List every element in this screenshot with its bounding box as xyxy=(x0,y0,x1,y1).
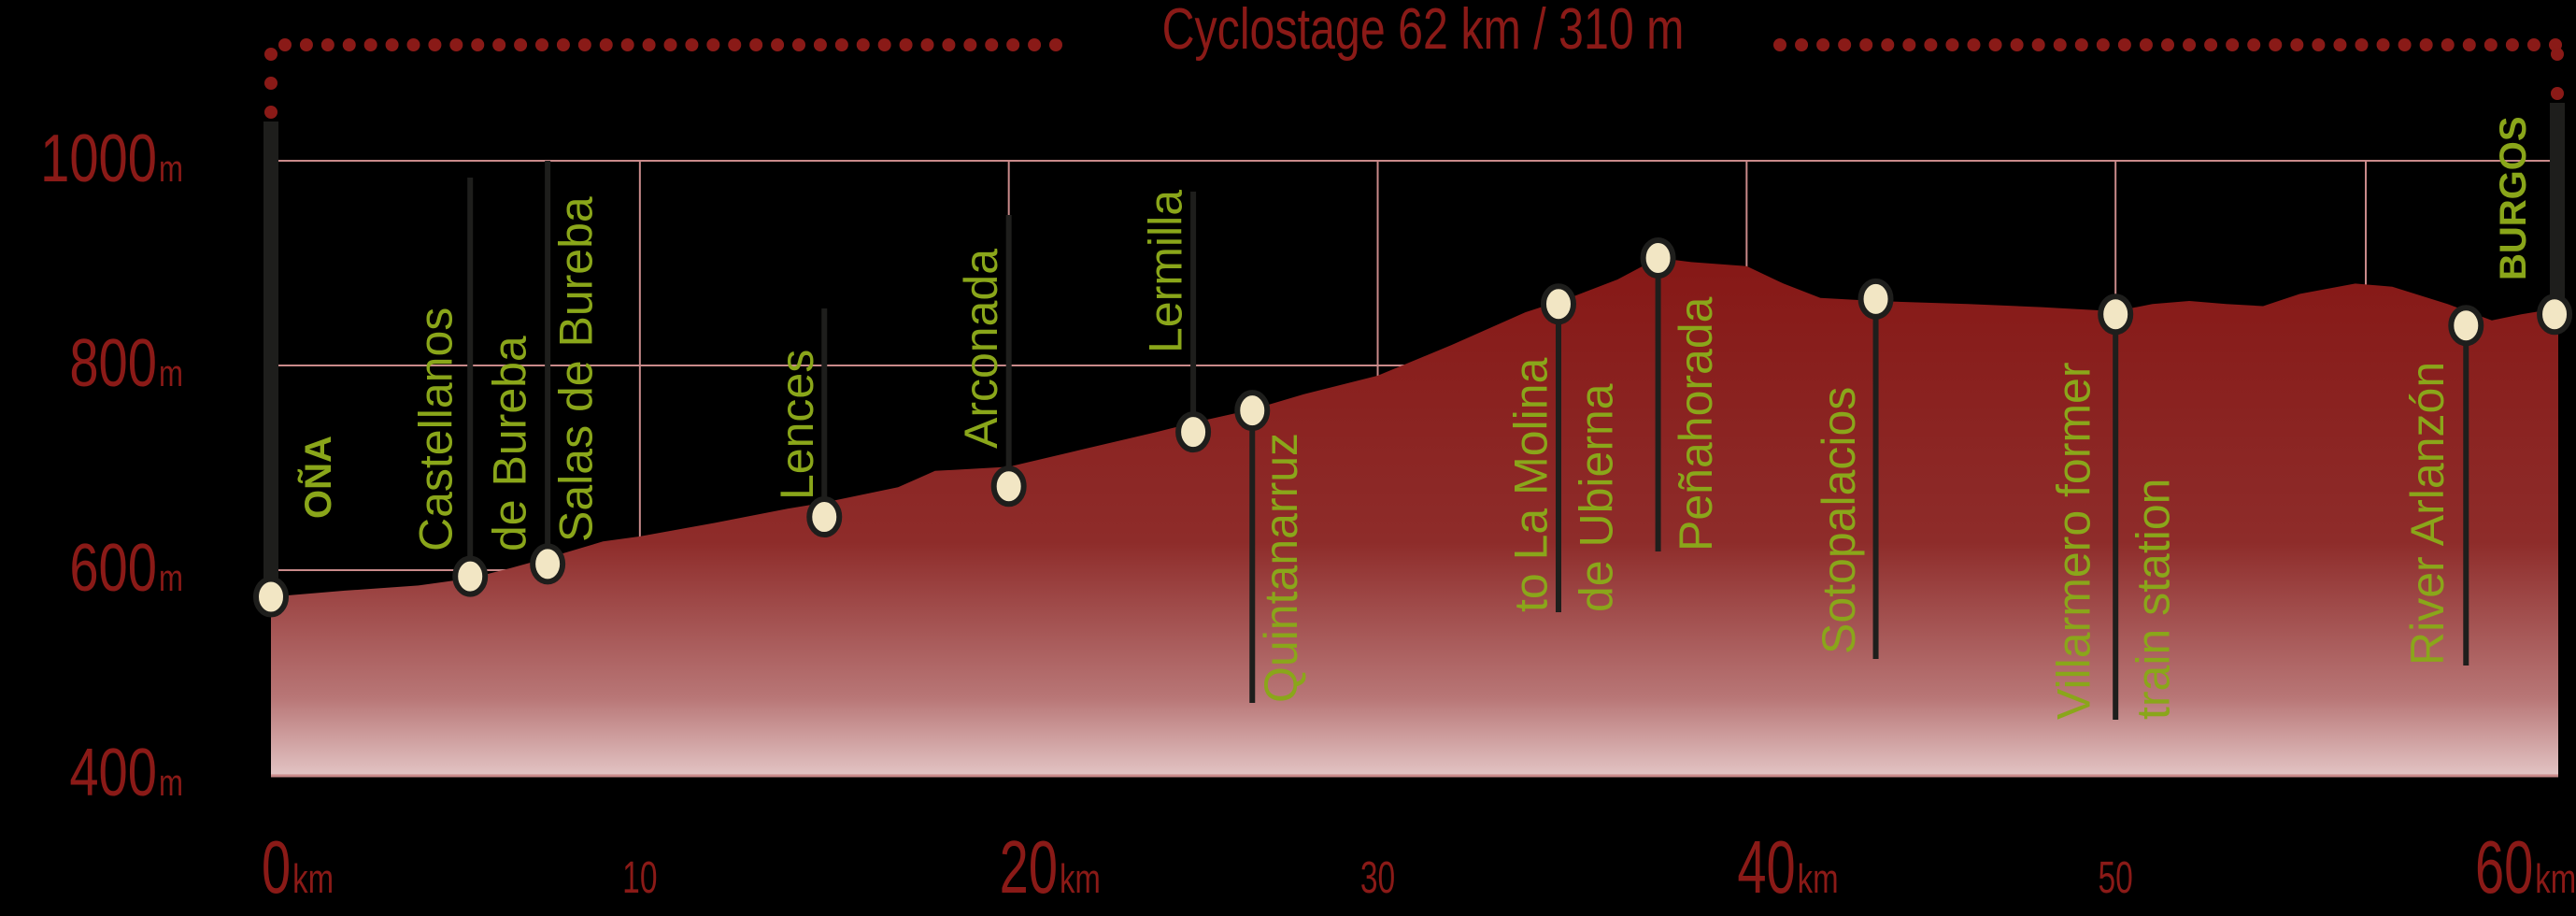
x-tick-unit: km xyxy=(292,857,334,903)
waypoint-label: BURGOS xyxy=(2493,116,2534,280)
waypoint-dot-icon xyxy=(2448,305,2484,347)
x-tick-label: 60 xyxy=(2475,824,2533,909)
waypoint-markers: OÑA Castellanos de Bureba Salas de Bureba Le… xyxy=(253,116,2573,721)
waypoint-label: Castellanos xyxy=(410,308,463,551)
waypoint-lermilla: Lermilla xyxy=(1140,190,1212,453)
y-tick-label: 800 xyxy=(69,325,157,400)
x-tick-unit: km xyxy=(1798,857,1839,903)
waypoint-river-arlanz-n: River Arlanzón xyxy=(2401,305,2484,666)
waypoint-quintanarruz: Quintanarruz xyxy=(1234,390,1307,703)
waypoint-dot-icon xyxy=(253,576,289,618)
waypoint-dot-icon xyxy=(1857,278,1894,320)
waypoint-dot-icon xyxy=(990,465,1027,508)
y-tick-label: 600 xyxy=(69,530,157,605)
waypoint-label: Lermilla xyxy=(1140,190,1192,353)
elevation-area xyxy=(271,258,2558,775)
title-frame-dots xyxy=(263,38,2565,597)
waypoint-label: Villarmero former xyxy=(2048,363,2100,721)
x-axis-labels: 0 km 10 20 km 30 40 km 50 60 km xyxy=(262,824,2576,909)
waypoint-label: River Arlanzón xyxy=(2401,362,2454,666)
x-tick-label: 10 xyxy=(622,852,657,902)
x-tick-label: 0 xyxy=(262,824,291,909)
x-tick-label: 50 xyxy=(2099,852,2133,902)
x-tick-unit: km xyxy=(2535,857,2576,903)
waypoint-label: Salas de Bureba xyxy=(550,196,603,542)
waypoint-castellanos-de-bureba: Castellanos de Bureba xyxy=(410,178,536,597)
waypoint-label: Arconada xyxy=(955,249,1007,449)
waypoint-dot-icon xyxy=(1234,390,1271,432)
y-tick-unit: m xyxy=(159,352,183,394)
waypoint-dot-icon xyxy=(1640,237,1676,279)
waypoint-label: to La Molina xyxy=(1504,357,1557,612)
waypoint-o-a: OÑA xyxy=(253,436,339,618)
start-post xyxy=(263,122,278,597)
waypoint-label: Sotopalacios xyxy=(1813,387,1865,654)
x-tick-label: 30 xyxy=(1360,852,1395,902)
y-tick-unit: m xyxy=(159,557,183,599)
waypoint-salas-de-bureba: Salas de Bureba xyxy=(530,161,603,585)
waypoint-label: Quintanarruz xyxy=(1255,433,1307,703)
y-tick-label: 1000 xyxy=(40,121,157,195)
end-post xyxy=(2550,103,2565,315)
waypoint-dot-icon xyxy=(2098,293,2134,336)
waypoint-label: de Ubierna xyxy=(1570,383,1622,612)
y-tick-label: 400 xyxy=(69,735,157,809)
waypoint-dot-icon xyxy=(806,496,843,538)
x-tick-label: 40 xyxy=(1737,824,1795,909)
waypoint-dot-icon xyxy=(530,543,566,585)
waypoint-label: Peñahorada xyxy=(1670,296,1722,551)
waypoint-label: train station xyxy=(2128,479,2180,720)
y-tick-unit: m xyxy=(159,762,183,804)
waypoint-pe-ahorada: Peñahorada xyxy=(1640,237,1722,551)
waypoint-villarmero-former-train-station: Villarmero former train station xyxy=(2048,293,2180,721)
waypoint-arconada: Arconada xyxy=(955,215,1027,508)
waypoint-dot-icon xyxy=(452,555,489,597)
waypoint-sotopalacios: Sotopalacios xyxy=(1813,278,1894,659)
x-tick-label: 20 xyxy=(1000,824,1058,909)
waypoint-label: de Bureba xyxy=(484,336,536,551)
waypoint-label: OÑA xyxy=(296,436,339,519)
waypoint-lences: Lences xyxy=(771,308,843,538)
chart-title: Cyclostage 62 km / 310 m xyxy=(1162,0,1685,61)
waypoint-to-la-molina-de-ubierna: to La Molina de Ubierna xyxy=(1504,283,1622,612)
waypoint-label: Lences xyxy=(771,350,823,500)
waypoint-dot-icon xyxy=(2537,293,2573,336)
y-tick-unit: m xyxy=(159,148,183,190)
waypoint-dot-icon xyxy=(1175,411,1212,453)
waypoint-dot-icon xyxy=(1540,283,1576,325)
x-tick-unit: km xyxy=(1060,857,1101,903)
waypoint-burgos: BURGOS xyxy=(2493,116,2573,336)
